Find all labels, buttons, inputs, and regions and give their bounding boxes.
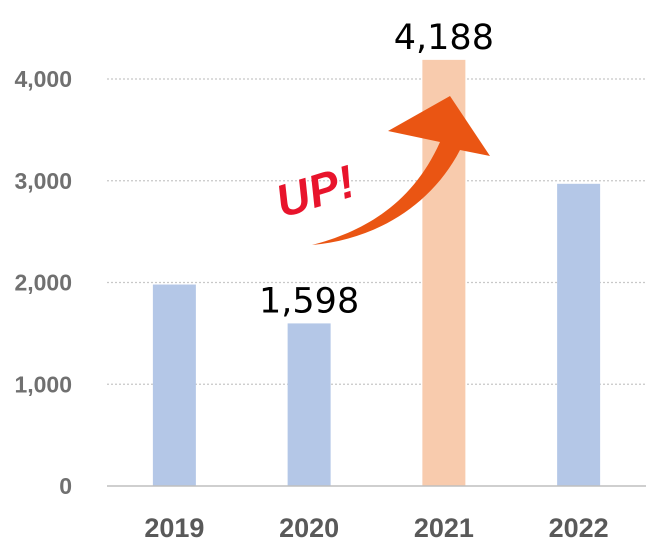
x-axis-category-labels: 2019 2020 2021 2022 xyxy=(144,513,608,543)
y-axis-tick-labels: 0 1,000 2,000 3,000 4,000 xyxy=(14,66,72,499)
bar-2022 xyxy=(557,183,601,487)
bar-2019 xyxy=(152,284,196,486)
bar-2020 xyxy=(287,323,331,486)
y-tick-label: 1,000 xyxy=(14,371,72,397)
y-tick-label: 0 xyxy=(59,473,72,499)
y-tick-label: 4,000 xyxy=(14,66,72,92)
x-category-label: 2020 xyxy=(279,513,339,543)
y-tick-label: 3,000 xyxy=(14,168,72,194)
data-label: 1,598 xyxy=(259,281,359,321)
data-label: 4,188 xyxy=(394,18,494,58)
data-labels: 1,598 4,188 xyxy=(259,18,494,322)
x-category-label: 2021 xyxy=(414,513,474,543)
bars xyxy=(152,59,601,487)
x-category-label: 2022 xyxy=(549,513,609,543)
up-text: UP! xyxy=(270,155,361,228)
up-arrow-icon xyxy=(312,96,490,245)
y-tick-label: 2,000 xyxy=(14,270,72,296)
x-category-label: 2019 xyxy=(144,513,204,543)
gridlines xyxy=(107,78,646,385)
